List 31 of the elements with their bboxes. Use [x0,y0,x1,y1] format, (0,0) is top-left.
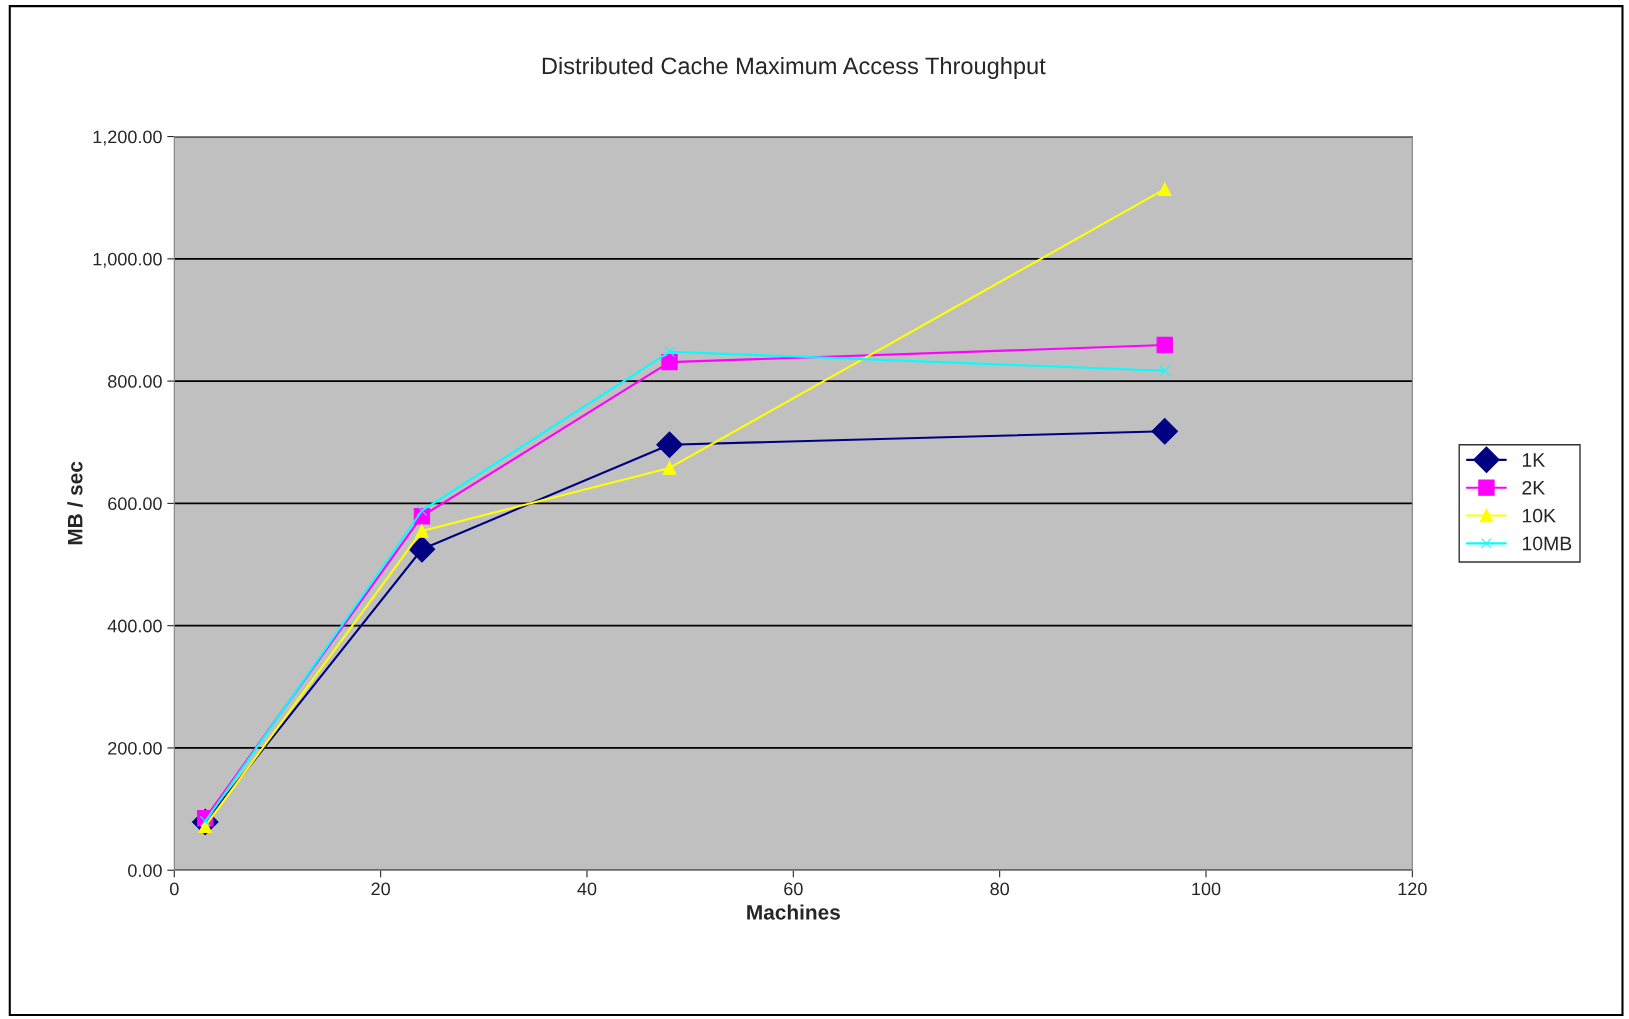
x-tick-label: 80 [990,882,1009,896]
x-tick-label: 40 [577,882,597,896]
x-tick-label: 60 [784,882,803,896]
x-tick-label: 100 [1192,882,1221,896]
point [415,524,429,538]
point [1151,417,1179,445]
x-tick-label: 0 [169,882,179,896]
y-axis-title: MB / sec [67,461,83,545]
y-tick-label: 400.00 [107,619,162,633]
point [656,431,683,458]
x-tick-label: 120 [1398,882,1427,896]
y-tick-label: 600.00 [108,497,162,511]
legend-label: 10MB [1522,536,1572,551]
x-axis-title: Machines [747,904,840,920]
point [1157,182,1172,196]
y-tick-label: 200.00 [108,741,162,755]
point [661,353,678,371]
chart-title: Distributed Cache Maximum Access Throughput [542,56,1046,79]
point [662,461,677,475]
legend-label: 1K [1522,453,1545,467]
y-tick-label: 1,200.00 [93,130,162,146]
y-tick-label: 0.00 [128,864,162,877]
point [1159,365,1171,377]
y-tick-label: 800.00 [108,375,162,388]
point [408,535,436,563]
y-tick-label: 1,000.00 [93,252,162,268]
point [1156,336,1173,354]
point [664,346,675,358]
x-tick-label: 20 [371,882,390,896]
legend-label: 10K [1522,508,1556,523]
legend-label: 2K [1522,480,1545,495]
